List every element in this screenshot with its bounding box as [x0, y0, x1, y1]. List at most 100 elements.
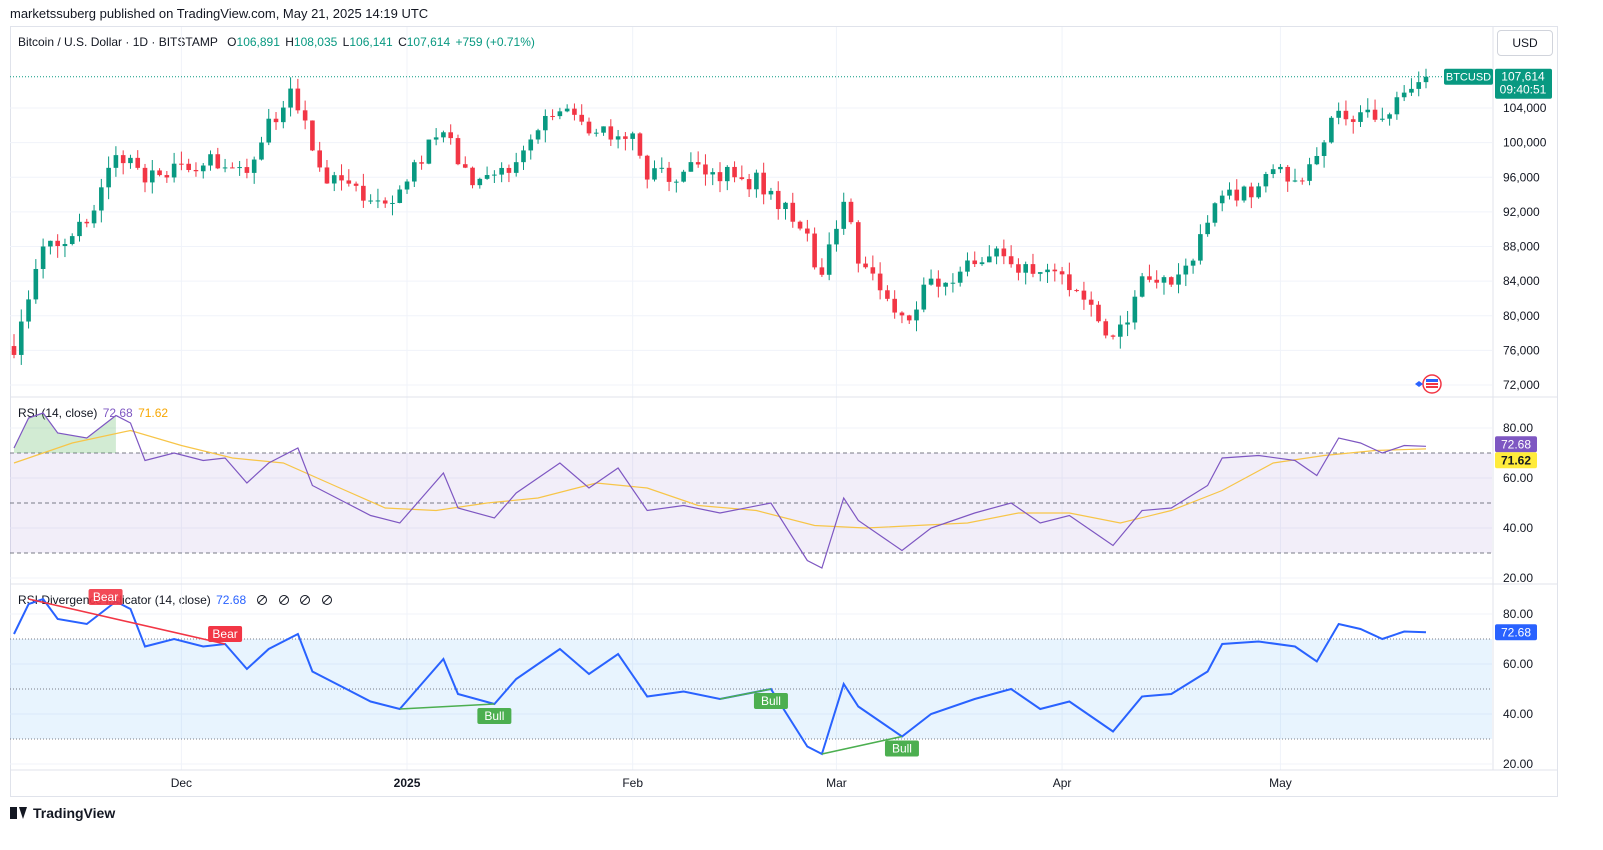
- candle: [69, 233, 75, 246]
- candle-body: [826, 244, 832, 275]
- candle-body: [317, 150, 322, 168]
- hidden-icon[interactable]: [321, 595, 332, 605]
- hidden-icon[interactable]: [278, 595, 289, 605]
- candle: [310, 120, 315, 152]
- candle: [1147, 264, 1152, 283]
- divergence-value: 72.68: [216, 593, 247, 607]
- candle-body: [812, 233, 817, 268]
- symbol-tag[interactable]: [1444, 68, 1493, 85]
- candle-body: [412, 162, 417, 182]
- candle: [1249, 182, 1254, 209]
- candle-body: [841, 201, 847, 229]
- candle: [746, 173, 752, 197]
- candle: [1030, 253, 1036, 278]
- candle: [404, 179, 410, 194]
- candle-body: [819, 267, 825, 275]
- candle: [193, 162, 199, 177]
- candle: [593, 128, 599, 137]
- candle: [448, 124, 454, 145]
- candle-body: [208, 154, 213, 166]
- candle: [164, 171, 170, 183]
- candle-body: [928, 278, 934, 285]
- candle: [1219, 190, 1225, 212]
- candle: [77, 213, 82, 242]
- currency-button[interactable]: USD: [1497, 30, 1553, 56]
- open-label: O: [227, 35, 237, 49]
- candle: [994, 246, 999, 265]
- candle-body: [659, 167, 665, 169]
- candle-body: [1343, 110, 1349, 120]
- candle-body: [572, 108, 577, 115]
- candle: [48, 240, 53, 255]
- symbol-title[interactable]: Bitcoin / U.S. Dollar · 1D · BITSTAMP: [18, 35, 218, 49]
- candle-body: [361, 185, 366, 201]
- candle-body: [1125, 322, 1130, 325]
- rsi-tick-label: 60.00: [1503, 471, 1533, 485]
- candle: [135, 150, 141, 170]
- candle: [957, 266, 963, 287]
- candle-body: [805, 228, 810, 234]
- rsi-title[interactable]: RSI (14, close): [18, 406, 98, 420]
- candle-body: [222, 167, 228, 169]
- candle-body: [899, 312, 905, 316]
- candle: [761, 162, 766, 205]
- bear-label-box: [88, 589, 123, 605]
- candle-body: [259, 142, 264, 160]
- rsi-ma-tag-label: 71.62: [1501, 453, 1531, 467]
- candle: [914, 301, 919, 332]
- news-flag-icon[interactable]: [1415, 374, 1442, 394]
- candle-body: [674, 181, 679, 183]
- news-flag-stripe: [1426, 386, 1438, 388]
- candle-body: [266, 118, 272, 143]
- candle: [724, 165, 730, 191]
- hidden-icon[interactable]: [257, 595, 268, 605]
- candle-body: [746, 179, 752, 190]
- candle-body: [55, 240, 60, 247]
- hidden-icon[interactable]: [300, 595, 311, 605]
- candle: [251, 156, 257, 184]
- candle-body: [346, 180, 352, 184]
- rsi-tick-label: 40.00: [1503, 521, 1533, 535]
- candle: [1241, 185, 1247, 203]
- candle-body: [1168, 277, 1174, 285]
- candle-body: [91, 210, 97, 224]
- candle-body: [77, 221, 82, 237]
- candle: [331, 171, 337, 192]
- candle-body: [732, 166, 737, 178]
- candle: [1168, 276, 1174, 287]
- candle: [462, 156, 468, 169]
- candle-body: [1285, 166, 1291, 182]
- candle: [1343, 100, 1349, 126]
- candle-body: [1394, 97, 1400, 115]
- candle-body: [448, 132, 454, 139]
- candle: [579, 104, 585, 126]
- candle-body: [1023, 264, 1028, 273]
- brand-name: TradingView: [33, 805, 116, 821]
- candle-body: [1270, 169, 1276, 175]
- candle: [906, 314, 912, 324]
- candle-body: [251, 159, 257, 173]
- candle-body: [1030, 264, 1036, 274]
- candle: [1052, 263, 1058, 282]
- candle-body: [630, 133, 635, 139]
- candle-body: [382, 200, 388, 204]
- candle-body: [310, 120, 315, 151]
- candle: [1365, 98, 1371, 118]
- tradingview-brand[interactable]: TradingView: [10, 805, 115, 821]
- close-value: 107,614: [406, 35, 451, 49]
- candle-body: [404, 181, 410, 190]
- candle-body: [688, 162, 694, 172]
- candle-body: [543, 115, 548, 131]
- candle: [55, 234, 60, 258]
- candles: [11, 68, 1429, 365]
- candle-body: [1249, 186, 1254, 198]
- candle-body: [375, 200, 381, 202]
- candle: [986, 245, 992, 263]
- candle: [513, 152, 519, 177]
- candle-body: [69, 236, 75, 245]
- candle-body: [601, 126, 606, 133]
- candle: [783, 201, 788, 220]
- candle-body: [1139, 276, 1145, 297]
- candle: [353, 181, 359, 192]
